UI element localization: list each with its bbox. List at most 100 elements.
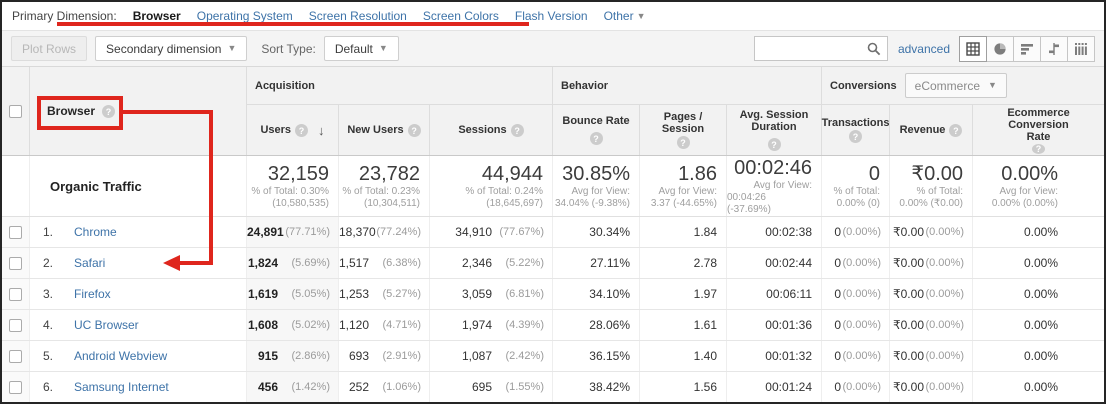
pages-session-header-label: Pages / Session: [661, 111, 705, 135]
secondary-dimension-button[interactable]: Secondary dimension ▼: [95, 36, 248, 61]
plot-rows-button[interactable]: Plot Rows: [11, 36, 88, 61]
avg-duration-header-label: Avg. Session Duration: [739, 109, 809, 133]
users-cell: 456 (1.42%): [247, 372, 339, 402]
browser-cell: 6. Samsung Internet: [30, 372, 247, 402]
browser-link[interactable]: Safari: [74, 256, 106, 270]
revenue-cell: ₹0.00 (0.00%): [890, 279, 973, 309]
header-checkbox-cell: [2, 67, 30, 155]
primary-dimension-flash-version[interactable]: Flash Version: [514, 9, 588, 23]
help-icon[interactable]: [589, 132, 603, 145]
sort-type-value: Default: [334, 41, 373, 56]
revenue-cell: ₹0.00 (0.00%): [890, 217, 973, 247]
users-column-header[interactable]: Users ↓: [247, 105, 339, 155]
revenue-cell: ₹0.00 (0.00%): [890, 341, 973, 371]
help-icon[interactable]: [949, 124, 963, 137]
row-checkbox[interactable]: [9, 287, 22, 301]
summary-segment-label: Organic Traffic: [30, 156, 247, 216]
comparison-view-button[interactable]: [1040, 35, 1068, 62]
ecommerce-cr-column-header[interactable]: Ecommerce Conversion Rate: [973, 105, 1104, 155]
search-icon[interactable]: [861, 37, 887, 60]
percentage-view-button[interactable]: [986, 35, 1014, 62]
sort-descending-icon[interactable]: ↓: [318, 122, 325, 138]
browser-cell: 4. UC Browser: [30, 310, 247, 340]
conversions-label: Conversions: [830, 79, 897, 92]
pages-session-column-header[interactable]: Pages / Session: [640, 105, 727, 155]
primary-dimension-screen-resolution[interactable]: Screen Resolution: [308, 9, 407, 23]
chevron-down-icon: ▼: [378, 43, 388, 53]
help-icon[interactable]: [849, 130, 862, 143]
ecommerce-selector-button[interactable]: eCommerce ▼: [904, 73, 1007, 98]
row-index: 6.: [43, 380, 54, 394]
new-users-cell: 1,120 (4.71%): [339, 310, 430, 340]
primary-dimension-other[interactable]: Other ▼: [604, 9, 646, 23]
summary-sessions: 44,944 % of Total: 0.24% (18,645,697): [430, 156, 553, 216]
sessions-cell: 34,910 (77.67%): [430, 217, 553, 247]
bounce-rate-column-header[interactable]: Bounce Rate: [553, 105, 640, 155]
row-checkbox-cell: [2, 217, 30, 247]
ecommerce-selector-value: eCommerce: [914, 78, 980, 93]
bounce-rate-cell: 38.42%: [553, 372, 640, 402]
table-view-button[interactable]: [959, 35, 987, 62]
search-input[interactable]: [754, 37, 861, 60]
pivot-view-button[interactable]: [1067, 35, 1095, 62]
row-checkbox-cell: [2, 372, 30, 402]
select-all-checkbox[interactable]: [9, 104, 22, 118]
revenue-cell: ₹0.00 (0.00%): [890, 372, 973, 402]
table-body: 1. Chrome 24,891 (77.71%) 18,370 (77.24%…: [2, 217, 1104, 402]
avg-duration-column-header[interactable]: Avg. Session Duration: [727, 105, 822, 155]
row-checkbox[interactable]: [9, 225, 22, 239]
table-search: [753, 36, 888, 61]
ecommerce-cr-cell: 0.00%: [1023, 380, 1058, 394]
row-checkbox[interactable]: [9, 318, 22, 332]
help-icon[interactable]: [102, 105, 116, 118]
bounce-rate-header-label: Bounce Rate: [562, 115, 630, 127]
primary-dimension-operating-system[interactable]: Operating System: [196, 9, 293, 23]
help-icon[interactable]: [407, 124, 421, 137]
performance-view-button[interactable]: [1013, 35, 1041, 62]
browser-link[interactable]: Chrome: [74, 225, 117, 239]
sort-type-button[interactable]: Default ▼: [323, 36, 399, 61]
summary-revenue: ₹0.00 % of Total: 0.00% (₹0.00): [890, 156, 973, 216]
summary-bounce-rate: 30.85% Avg for View: 34.04% (-9.38%): [553, 156, 640, 216]
pages-session-cell: 1.84: [640, 217, 727, 247]
browser-link[interactable]: Samsung Internet: [74, 380, 169, 394]
primary-dimension-browser[interactable]: Browser: [132, 9, 181, 23]
help-icon[interactable]: [510, 124, 524, 137]
avg-duration-cell: 00:01:24: [727, 372, 822, 402]
primary-dimension-screen-colors[interactable]: Screen Colors: [422, 9, 499, 23]
sessions-cell: 1,087 (2.42%): [430, 341, 553, 371]
summary-users: 32,159 % of Total: 0.30% (10,580,535): [247, 156, 339, 216]
transactions-header-label: Transactions: [821, 117, 890, 129]
help-icon[interactable]: [676, 136, 690, 149]
ecommerce-cr-cell: 0.00%: [1023, 349, 1058, 363]
ecommerce-cr-cell: 0.00%: [1023, 225, 1058, 239]
chevron-down-icon: ▼: [636, 10, 646, 21]
row-checkbox[interactable]: [9, 349, 22, 363]
row-checkbox-cell: [2, 279, 30, 309]
transactions-cell: 0 (0.00%): [822, 310, 890, 340]
summary-row: Organic Traffic 32,159 % of Total: 0.30%…: [2, 156, 1104, 217]
pages-session-cell: 2.78: [640, 248, 727, 278]
users-header-label: Users: [260, 124, 292, 136]
sessions-column-header[interactable]: Sessions: [430, 105, 553, 155]
revenue-column-header[interactable]: Revenue: [890, 105, 973, 155]
advanced-search-link[interactable]: advanced: [897, 41, 950, 56]
help-icon[interactable]: [295, 124, 309, 137]
row-checkbox[interactable]: [9, 256, 22, 270]
new-users-column-header[interactable]: New Users: [339, 105, 430, 155]
view-toggle-group: [959, 35, 1095, 62]
pages-session-cell: 1.56: [640, 372, 727, 402]
help-icon[interactable]: [767, 138, 781, 151]
users-cell: 915 (2.86%): [247, 341, 339, 371]
browser-link[interactable]: UC Browser: [74, 318, 139, 332]
browser-link[interactable]: Android Webview: [74, 349, 168, 363]
new-users-cell: 18,370 (77.24%): [339, 217, 430, 247]
browser-link[interactable]: Firefox: [74, 287, 111, 301]
browser-column-header[interactable]: Browser: [30, 67, 247, 155]
help-icon[interactable]: [1032, 143, 1045, 154]
row-checkbox[interactable]: [9, 380, 22, 394]
transactions-column-header[interactable]: Transactions: [822, 105, 890, 155]
transactions-cell: 0 (0.00%): [822, 279, 890, 309]
sessions-header-label: Sessions: [458, 124, 507, 136]
